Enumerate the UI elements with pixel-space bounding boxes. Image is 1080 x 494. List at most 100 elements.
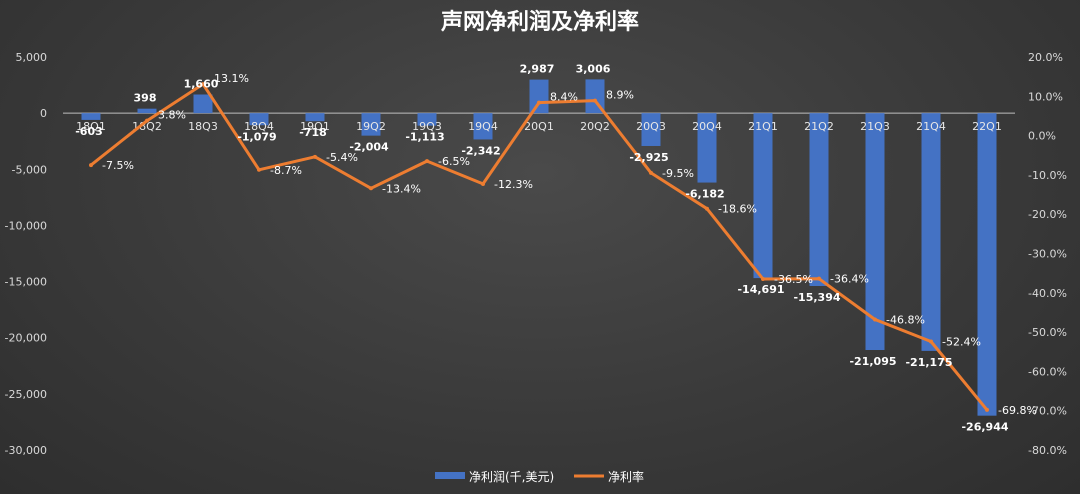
right-tick-label: -60.0% <box>1028 365 1067 378</box>
bar-value-label-21Q4: -21,175 <box>905 356 952 369</box>
left-tick-label: 5,000 <box>16 51 48 64</box>
category-label-21Q4: 21Q4 <box>916 120 946 133</box>
bar-20Q3 <box>641 113 661 146</box>
net-margin-point-18Q3 <box>201 82 205 87</box>
bar-18Q3 <box>193 94 213 114</box>
bar-value-label-21Q1: -14,691 <box>737 283 784 296</box>
bar-18Q1 <box>81 113 101 120</box>
bar-21Q1 <box>753 113 773 279</box>
line-value-label-20Q3: -9.5% <box>662 167 694 180</box>
right-tick-label: 0.0% <box>1028 130 1056 143</box>
line-value-label-21Q3: -46.8% <box>886 314 925 327</box>
category-label-20Q1: 20Q1 <box>524 120 554 133</box>
bar-21Q4 <box>921 113 941 351</box>
legend-line-label: 净利率 <box>608 469 644 484</box>
right-tick-label: -70.0% <box>1028 405 1067 418</box>
left-tick-label: -20,000 <box>5 332 47 345</box>
bar-value-label-22Q1: -26,944 <box>961 421 1008 434</box>
net-margin-point-19Q2 <box>369 186 373 191</box>
net-margin-point-21Q4 <box>929 339 933 344</box>
bar-18Q2 <box>137 108 157 114</box>
category-label-18Q1: 18Q1 <box>76 120 106 133</box>
category-label-21Q1: 21Q1 <box>748 120 778 133</box>
category-label-18Q3: 18Q3 <box>188 120 218 133</box>
category-label-20Q2: 20Q2 <box>580 120 610 133</box>
line-value-label-20Q2: 8.9% <box>606 89 634 102</box>
category-label-19Q3: 19Q3 <box>412 120 442 133</box>
bar-18Q4 <box>249 113 269 126</box>
category-label-21Q3: 21Q3 <box>860 120 890 133</box>
line-value-label-18Q3: 13.1% <box>214 72 249 85</box>
bar-value-label-20Q2: 3,006 <box>576 62 611 75</box>
net-margin-point-20Q4 <box>705 206 709 211</box>
bar-value-label-18Q3: 1,660 <box>184 78 219 91</box>
category-label-18Q2: 18Q2 <box>132 120 162 133</box>
net-margin-point-22Q1 <box>985 407 989 412</box>
left-tick-label: -5,000 <box>12 163 47 176</box>
left-tick-label: -15,000 <box>5 276 47 289</box>
bar-value-label-18Q2: 398 <box>134 92 157 105</box>
bar-value-label-19Q2: -2,004 <box>349 141 389 154</box>
category-label-22Q1: 22Q1 <box>972 120 1002 133</box>
line-value-label-19Q3: -6.5% <box>438 155 470 168</box>
right-tick-label: 20.0% <box>1028 51 1063 64</box>
net-margin-point-21Q2 <box>817 276 821 281</box>
line-value-label-20Q1: 8.4% <box>550 91 578 104</box>
net-margin-point-19Q3 <box>425 159 429 164</box>
bar-value-label-19Q4: -2,342 <box>461 144 500 157</box>
net-margin-point-20Q2 <box>593 98 597 103</box>
bar-20Q1 <box>529 79 549 114</box>
bar-20Q4 <box>697 113 717 183</box>
net-margin-point-20Q1 <box>537 100 541 105</box>
legend: 净利润(千,美元) 净利率 <box>435 469 644 484</box>
bar-19Q4 <box>473 113 493 140</box>
left-tick-label: -25,000 <box>5 388 47 401</box>
bar-value-label-18Q4: -1,079 <box>237 130 276 143</box>
right-tick-label: -50.0% <box>1028 326 1067 339</box>
line-value-label-18Q4: -8.7% <box>270 164 302 177</box>
right-tick-label: -30.0% <box>1028 248 1067 261</box>
line-value-label-21Q4: -52.4% <box>942 336 981 349</box>
right-axis-ticks: 20.0% 10.0% 0.0% -10.0% -20.0% -30.0% -40.0% -5… <box>1028 51 1067 457</box>
line-value-label-22Q1: -69.8% <box>998 404 1037 417</box>
bar-value-label-20Q4: -6,182 <box>685 188 724 201</box>
bar-value-label-20Q3: -2,925 <box>629 151 668 164</box>
line-value-label-19Q1: -5.4% <box>326 151 358 164</box>
bar-value-label-18Q1: -603 <box>75 125 103 138</box>
net-margin-point-21Q1 <box>761 277 765 282</box>
category-label-19Q1: 19Q1 <box>300 120 330 133</box>
legend-bar-label: 净利润(千,美元) <box>469 470 554 484</box>
line-value-label-20Q4: -18.6% <box>718 203 757 216</box>
right-tick-label: -10.0% <box>1028 169 1067 182</box>
net-margin-point-21Q3 <box>873 317 877 322</box>
category-axis-labels: 18Q1 18Q2 18Q3 18Q4 19Q1 19Q2 19Q3 19Q4 20Q1 20Q2… <box>76 120 1002 133</box>
net-margin-point-18Q1 <box>89 163 93 168</box>
category-label-19Q4: 19Q4 <box>468 120 498 133</box>
bar-value-label-21Q2: -15,394 <box>793 291 840 304</box>
bar-series <box>81 79 997 416</box>
category-label-18Q4: 18Q4 <box>244 120 274 133</box>
bar-19Q2 <box>361 113 381 136</box>
bar-19Q1 <box>305 113 325 122</box>
chart-title: 声网净利润及净利率 <box>440 9 639 35</box>
left-axis-ticks: 5,000 0 -5,000 -10,000 -15,000 -20,000 -25,000… <box>5 51 47 457</box>
right-tick-label: -20.0% <box>1028 208 1067 221</box>
bar-data-labels: -603 398 1,660 -1,079 -718 -2,004 -1,113 -2,342… <box>75 62 1009 433</box>
right-tick-label: 10.0% <box>1028 90 1063 103</box>
left-tick-label: -30,000 <box>5 444 47 457</box>
bar-22Q1 <box>977 113 997 416</box>
net-margin-point-19Q1 <box>313 154 317 159</box>
bar-21Q2 <box>809 113 829 286</box>
bar-value-label-19Q3: -1,113 <box>405 131 444 144</box>
category-label-20Q4: 20Q4 <box>692 120 722 133</box>
left-tick-label: -10,000 <box>5 219 47 232</box>
bar-value-label-19Q1: -718 <box>299 126 327 139</box>
line-data-labels: -7.5% 3.8% 13.1% -8.7% -5.4% -13.4% -6.5% -12.3… <box>102 72 1037 417</box>
net-margin-point-20Q3 <box>649 170 653 175</box>
line-value-label-21Q2: -36.4% <box>830 273 869 286</box>
net-margin-point-18Q2 <box>145 118 149 123</box>
category-label-20Q3: 20Q3 <box>636 120 666 133</box>
bar-21Q3 <box>865 113 885 351</box>
bar-value-label-21Q3: -21,095 <box>849 355 896 368</box>
